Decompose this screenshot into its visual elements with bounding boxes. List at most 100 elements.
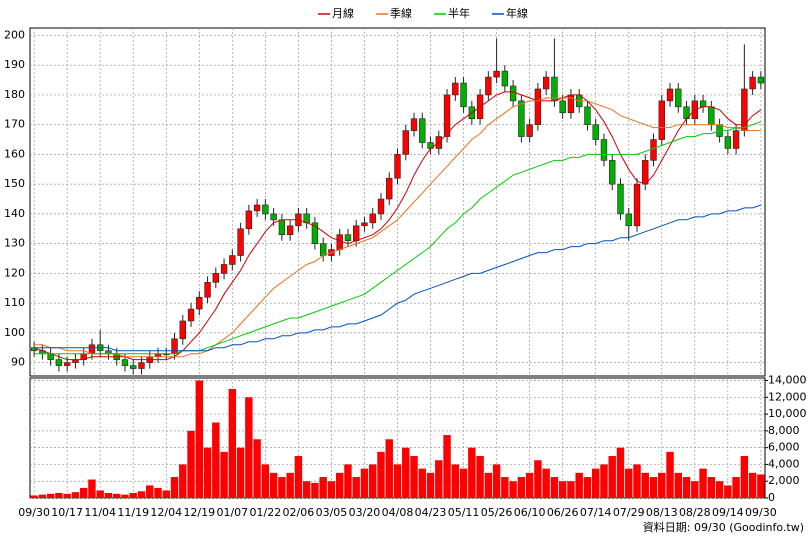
volume-bar bbox=[311, 482, 319, 498]
volume-bar bbox=[137, 491, 146, 498]
y-tick-label: 110 bbox=[4, 296, 25, 309]
candle-body bbox=[452, 82, 459, 96]
y2-tick-label: 4,000 bbox=[768, 457, 800, 470]
candle-body bbox=[485, 76, 492, 96]
volume-bar bbox=[393, 464, 402, 498]
volume-bar bbox=[691, 481, 699, 498]
volume-bar bbox=[550, 477, 559, 498]
candle-body bbox=[220, 264, 228, 274]
volume-bar bbox=[616, 447, 625, 498]
y-tick-label: 200 bbox=[4, 28, 25, 41]
volume-bar bbox=[707, 477, 716, 498]
candle-body bbox=[303, 213, 310, 224]
y-tick-label: 190 bbox=[4, 58, 25, 71]
volume-bar bbox=[666, 451, 674, 498]
ma-line bbox=[34, 204, 762, 352]
candle-body bbox=[757, 76, 765, 84]
x-tick-label: 03/05 bbox=[316, 506, 348, 519]
volume-bar bbox=[352, 477, 360, 498]
candle-body bbox=[63, 362, 71, 366]
volume-bar bbox=[443, 435, 451, 498]
volume-bar bbox=[30, 495, 38, 498]
volume-bar bbox=[757, 474, 765, 498]
volume-bar bbox=[558, 481, 567, 498]
volume-bar bbox=[525, 472, 534, 498]
candle-body bbox=[311, 222, 319, 244]
candle-body bbox=[237, 228, 244, 256]
volume-bar bbox=[608, 456, 616, 498]
volume-bar bbox=[492, 464, 501, 498]
candle-body bbox=[526, 124, 533, 137]
volume-bar bbox=[162, 490, 170, 498]
candle-body bbox=[286, 225, 294, 236]
volume-bar bbox=[476, 456, 484, 498]
candle-body bbox=[377, 198, 385, 215]
x-tick-label: 12/19 bbox=[183, 506, 215, 519]
volume-bar bbox=[327, 481, 336, 498]
candle-body bbox=[724, 136, 732, 149]
candle-body bbox=[121, 359, 129, 366]
volume-bar bbox=[468, 447, 476, 498]
candle-body bbox=[187, 308, 195, 322]
legend-label: 月線 bbox=[332, 6, 354, 20]
candle-body bbox=[336, 234, 343, 250]
y-tick-label: 150 bbox=[4, 177, 25, 190]
volume-bar bbox=[451, 464, 460, 498]
y-tick-label: 100 bbox=[4, 326, 25, 339]
volume-bar bbox=[129, 492, 137, 498]
volume-bar bbox=[228, 388, 237, 498]
candle-body bbox=[88, 344, 96, 354]
x-tick-label: 04/08 bbox=[382, 506, 414, 519]
x-tick-label: 08/28 bbox=[679, 506, 711, 519]
volume-bar bbox=[278, 477, 286, 498]
candle-body bbox=[319, 243, 327, 256]
candle-body bbox=[278, 219, 286, 236]
volume-bar bbox=[302, 481, 311, 498]
volume-bar bbox=[253, 439, 261, 498]
y2-tick-label: 12,000 bbox=[768, 390, 807, 403]
volume-bar bbox=[517, 477, 526, 498]
volume-bar bbox=[426, 472, 435, 498]
legend-label: 半年 bbox=[448, 6, 470, 20]
volume-bar bbox=[335, 472, 344, 498]
candle-body bbox=[600, 139, 608, 161]
candle-body bbox=[642, 160, 649, 185]
candle-body bbox=[344, 234, 352, 241]
volume-bar bbox=[410, 456, 418, 498]
volume-bar bbox=[699, 468, 707, 498]
volume-bar bbox=[402, 447, 410, 498]
candle-body bbox=[419, 118, 426, 143]
volume-bar bbox=[583, 477, 592, 498]
candle-body bbox=[542, 76, 550, 90]
candle-body bbox=[270, 213, 277, 221]
volume-bar bbox=[435, 460, 443, 498]
candle-body bbox=[732, 130, 740, 149]
x-tick-label: 09/30 bbox=[745, 506, 777, 519]
candle-body bbox=[633, 183, 641, 227]
x-tick-label: 01/07 bbox=[216, 506, 248, 519]
x-tick-label: 08/13 bbox=[646, 506, 678, 519]
volume-bar bbox=[484, 472, 493, 498]
candle-body bbox=[534, 88, 542, 125]
volume-bar bbox=[104, 492, 113, 498]
volume-bar bbox=[220, 451, 228, 498]
y-tick-label: 130 bbox=[4, 237, 25, 250]
volume-bar bbox=[195, 380, 204, 498]
candle-body bbox=[262, 204, 269, 215]
candle-body bbox=[592, 124, 599, 140]
candle-body bbox=[443, 94, 451, 137]
volume-bar bbox=[236, 447, 245, 498]
volume-bar bbox=[715, 481, 724, 498]
volume-bar bbox=[203, 447, 212, 498]
candle-body bbox=[584, 106, 591, 125]
volume-bar bbox=[179, 464, 187, 498]
volume-bar bbox=[591, 468, 600, 498]
x-tick-label: 05/11 bbox=[448, 506, 480, 519]
y2-tick-label: 0 bbox=[768, 491, 775, 504]
volume-bar bbox=[509, 481, 517, 498]
x-tick-label: 05/26 bbox=[481, 506, 513, 519]
volume-bar bbox=[88, 479, 96, 498]
volume-bar bbox=[121, 494, 129, 498]
volume-bar bbox=[748, 472, 757, 498]
candle-body bbox=[708, 106, 715, 125]
